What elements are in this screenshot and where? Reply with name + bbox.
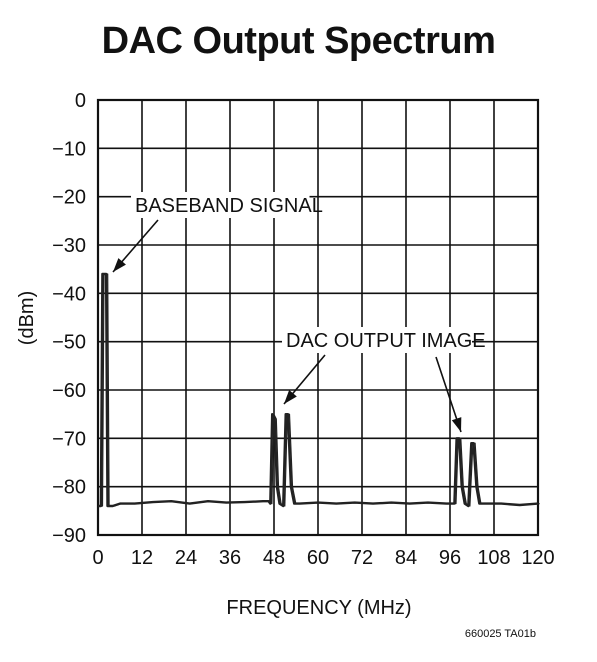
x-tick-label: 120 — [521, 547, 554, 569]
y-tick-label: −10 — [52, 138, 86, 160]
x-tick-label: 48 — [263, 547, 285, 569]
y-axis-label: (dBm) — [16, 291, 38, 345]
y-tick-label: −30 — [52, 235, 86, 257]
y-tick-label: −60 — [52, 380, 86, 402]
y-tick-label: −90 — [52, 525, 86, 547]
annotation-baseband-signal-bg — [131, 192, 310, 218]
x-axis-label: FREQUENCY (MHz) — [226, 597, 411, 619]
x-tick-label: 60 — [307, 547, 329, 569]
y-tick-label: 0 — [75, 90, 86, 112]
baseband-arrow — [112, 219, 159, 273]
grid — [96, 98, 540, 537]
x-tick-label: 0 — [92, 547, 103, 569]
x-tick-label: 36 — [219, 547, 241, 569]
x-tick-label: 72 — [351, 547, 373, 569]
spectrum-trace-shadow — [99, 273, 540, 507]
x-tick-label: 108 — [477, 547, 510, 569]
x-tick-label: 96 — [439, 547, 461, 569]
annotation-dac-output-image: DAC OUTPUT IMAGE — [286, 330, 486, 352]
y-tick-label: −70 — [52, 428, 86, 450]
annotations: BASEBAND SIGNAL DAC OUTPUT IMAGE — [112, 192, 486, 433]
y-tick-label: −80 — [52, 477, 86, 499]
x-tick-label: 24 — [175, 547, 197, 569]
y-tick-label: −50 — [52, 332, 86, 354]
x-tick-label: 84 — [395, 547, 417, 569]
y-tick-label: −40 — [52, 283, 86, 305]
y-tick-label: −20 — [52, 187, 86, 209]
spectrum-trace-group — [98, 272, 540, 508]
plot-frame — [96, 98, 540, 537]
figure-id: 660025 TA01b — [465, 628, 536, 640]
annotation-dac-output-image-bg — [282, 327, 472, 353]
dac-image-arrow-2 — [435, 356, 462, 433]
chart-title: DAC Output Spectrum — [101, 20, 496, 62]
dac-image-arrow-1 — [283, 354, 326, 405]
x-tick-label: 12 — [131, 547, 153, 569]
annotation-baseband-signal: BASEBAND SIGNAL — [135, 195, 323, 217]
tick-labels: 0 12 24 36 48 60 72 84 96 108 120 0 −10 −20 −30 −40 −50 −… — [52, 90, 555, 569]
